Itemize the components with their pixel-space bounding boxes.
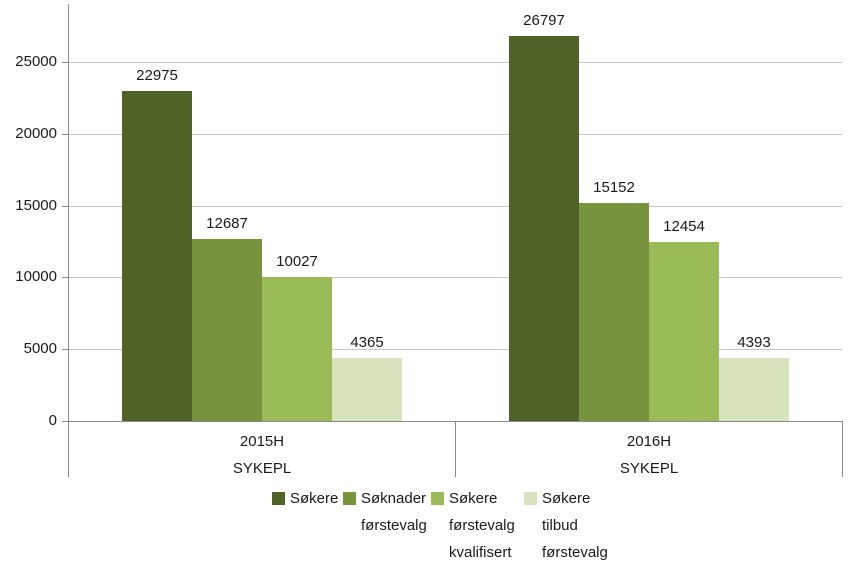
gridline [68, 277, 842, 278]
gridline [68, 134, 842, 135]
bar-søkere-tilbud-førstevalg [719, 358, 789, 421]
bar-søknader-førstevalg [192, 239, 262, 421]
legend-swatch [524, 492, 537, 505]
y-axis-tick [62, 62, 68, 63]
legend-label-line: førstevalg [449, 517, 515, 534]
bar-søkere-tilbud-førstevalg [332, 358, 402, 421]
legend-item: Søkere [272, 485, 338, 512]
legend-item: Søkere førstevalg kvalifisert [431, 485, 515, 566]
y-axis-line [68, 4, 69, 477]
bar-value-label: 4393 [737, 334, 771, 351]
legend-label-line: førstevalg [542, 544, 608, 561]
category-period-label: 2015H [239, 433, 285, 450]
legend-swatch [272, 492, 285, 505]
legend-label-line: Søkere [542, 490, 591, 507]
gridline [68, 62, 842, 63]
bar-value-label: 15152 [593, 179, 635, 196]
category-program-label: SYKEPL [619, 460, 679, 477]
bar-value-label: 4365 [350, 334, 384, 351]
legend-label-line: Søknader [361, 490, 427, 507]
bar-søkere-førstevalg-kvalifisert [262, 277, 332, 421]
legend-label-line: kvalifisert [449, 544, 512, 561]
y-axis-tick-label: 20000 [15, 125, 57, 142]
bar-value-label: 22975 [136, 67, 178, 84]
category-period-label: 2016H [626, 433, 672, 450]
legend-item: Søknader førstevalg [343, 485, 427, 539]
bar-søknader-førstevalg [579, 203, 649, 421]
y-axis-tick [62, 349, 68, 350]
category-program-label: SYKEPL [232, 460, 292, 477]
category-separator-line [455, 421, 456, 477]
bar-value-label: 12454 [663, 218, 705, 235]
legend-item: Søkere tilbud førstevalg [524, 485, 608, 566]
legend-label-line: førstevalg [361, 517, 427, 534]
y-axis-tick-label: 10000 [15, 268, 57, 285]
bar-value-label: 12687 [206, 215, 248, 232]
bar-value-label: 26797 [523, 12, 565, 29]
y-axis-tick [62, 277, 68, 278]
gridline [68, 206, 842, 207]
legend-label: Søknader førstevalg [361, 485, 427, 539]
legend-label: Søkere førstevalg kvalifisert [449, 485, 515, 566]
legend-label: Søkere tilbud førstevalg [542, 485, 608, 566]
y-axis-tick [62, 134, 68, 135]
bar-søkere-førstevalg-kvalifisert [649, 242, 719, 421]
bar-søkere [122, 91, 192, 421]
bar-value-label: 10027 [276, 253, 318, 270]
legend-label-line: Søkere [449, 490, 498, 507]
y-axis-tick-label: 15000 [15, 197, 57, 214]
y-axis-tick-label: 25000 [15, 53, 57, 70]
y-axis-tick [62, 421, 68, 422]
bar-søkere [509, 36, 579, 421]
legend-label-line: tilbud [542, 517, 578, 534]
y-axis-tick-label: 0 [48, 412, 57, 429]
legend-swatch [431, 492, 444, 505]
category-separator-line [842, 421, 843, 477]
y-axis-tick-label: 5000 [23, 340, 57, 357]
gridline [68, 349, 842, 350]
legend-label-line: Søkere [290, 490, 339, 507]
y-axis-tick [62, 206, 68, 207]
legend-swatch [343, 492, 356, 505]
legend-label: Søkere [290, 485, 338, 512]
